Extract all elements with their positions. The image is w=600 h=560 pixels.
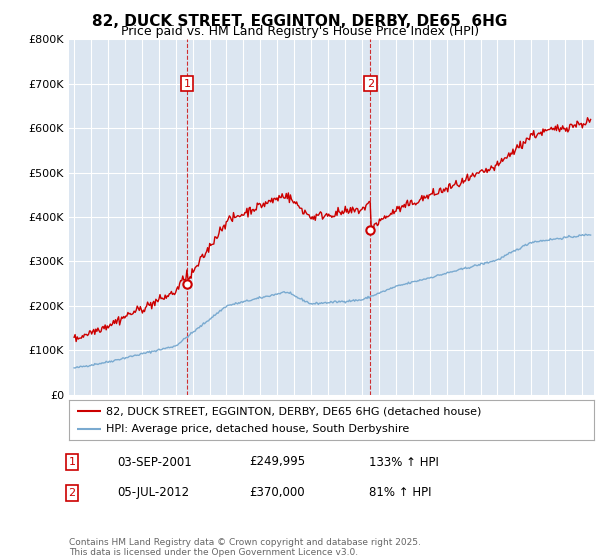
Text: 1: 1 [68, 457, 76, 467]
Text: 82, DUCK STREET, EGGINTON, DERBY, DE65 6HG (detached house): 82, DUCK STREET, EGGINTON, DERBY, DE65 6… [106, 407, 481, 417]
Text: £249,995: £249,995 [249, 455, 305, 469]
Text: Contains HM Land Registry data © Crown copyright and database right 2025.
This d: Contains HM Land Registry data © Crown c… [69, 538, 421, 557]
Text: 2: 2 [68, 488, 76, 498]
Text: 82, DUCK STREET, EGGINTON, DERBY, DE65  6HG: 82, DUCK STREET, EGGINTON, DERBY, DE65 6… [92, 14, 508, 29]
Text: £370,000: £370,000 [249, 486, 305, 500]
Text: 03-SEP-2001: 03-SEP-2001 [117, 455, 192, 469]
Text: 133% ↑ HPI: 133% ↑ HPI [369, 455, 439, 469]
Text: HPI: Average price, detached house, South Derbyshire: HPI: Average price, detached house, Sout… [106, 423, 409, 433]
Text: 05-JUL-2012: 05-JUL-2012 [117, 486, 189, 500]
Text: Price paid vs. HM Land Registry's House Price Index (HPI): Price paid vs. HM Land Registry's House … [121, 25, 479, 38]
Text: 1: 1 [184, 78, 191, 88]
Text: 2: 2 [367, 78, 374, 88]
Text: 81% ↑ HPI: 81% ↑ HPI [369, 486, 431, 500]
